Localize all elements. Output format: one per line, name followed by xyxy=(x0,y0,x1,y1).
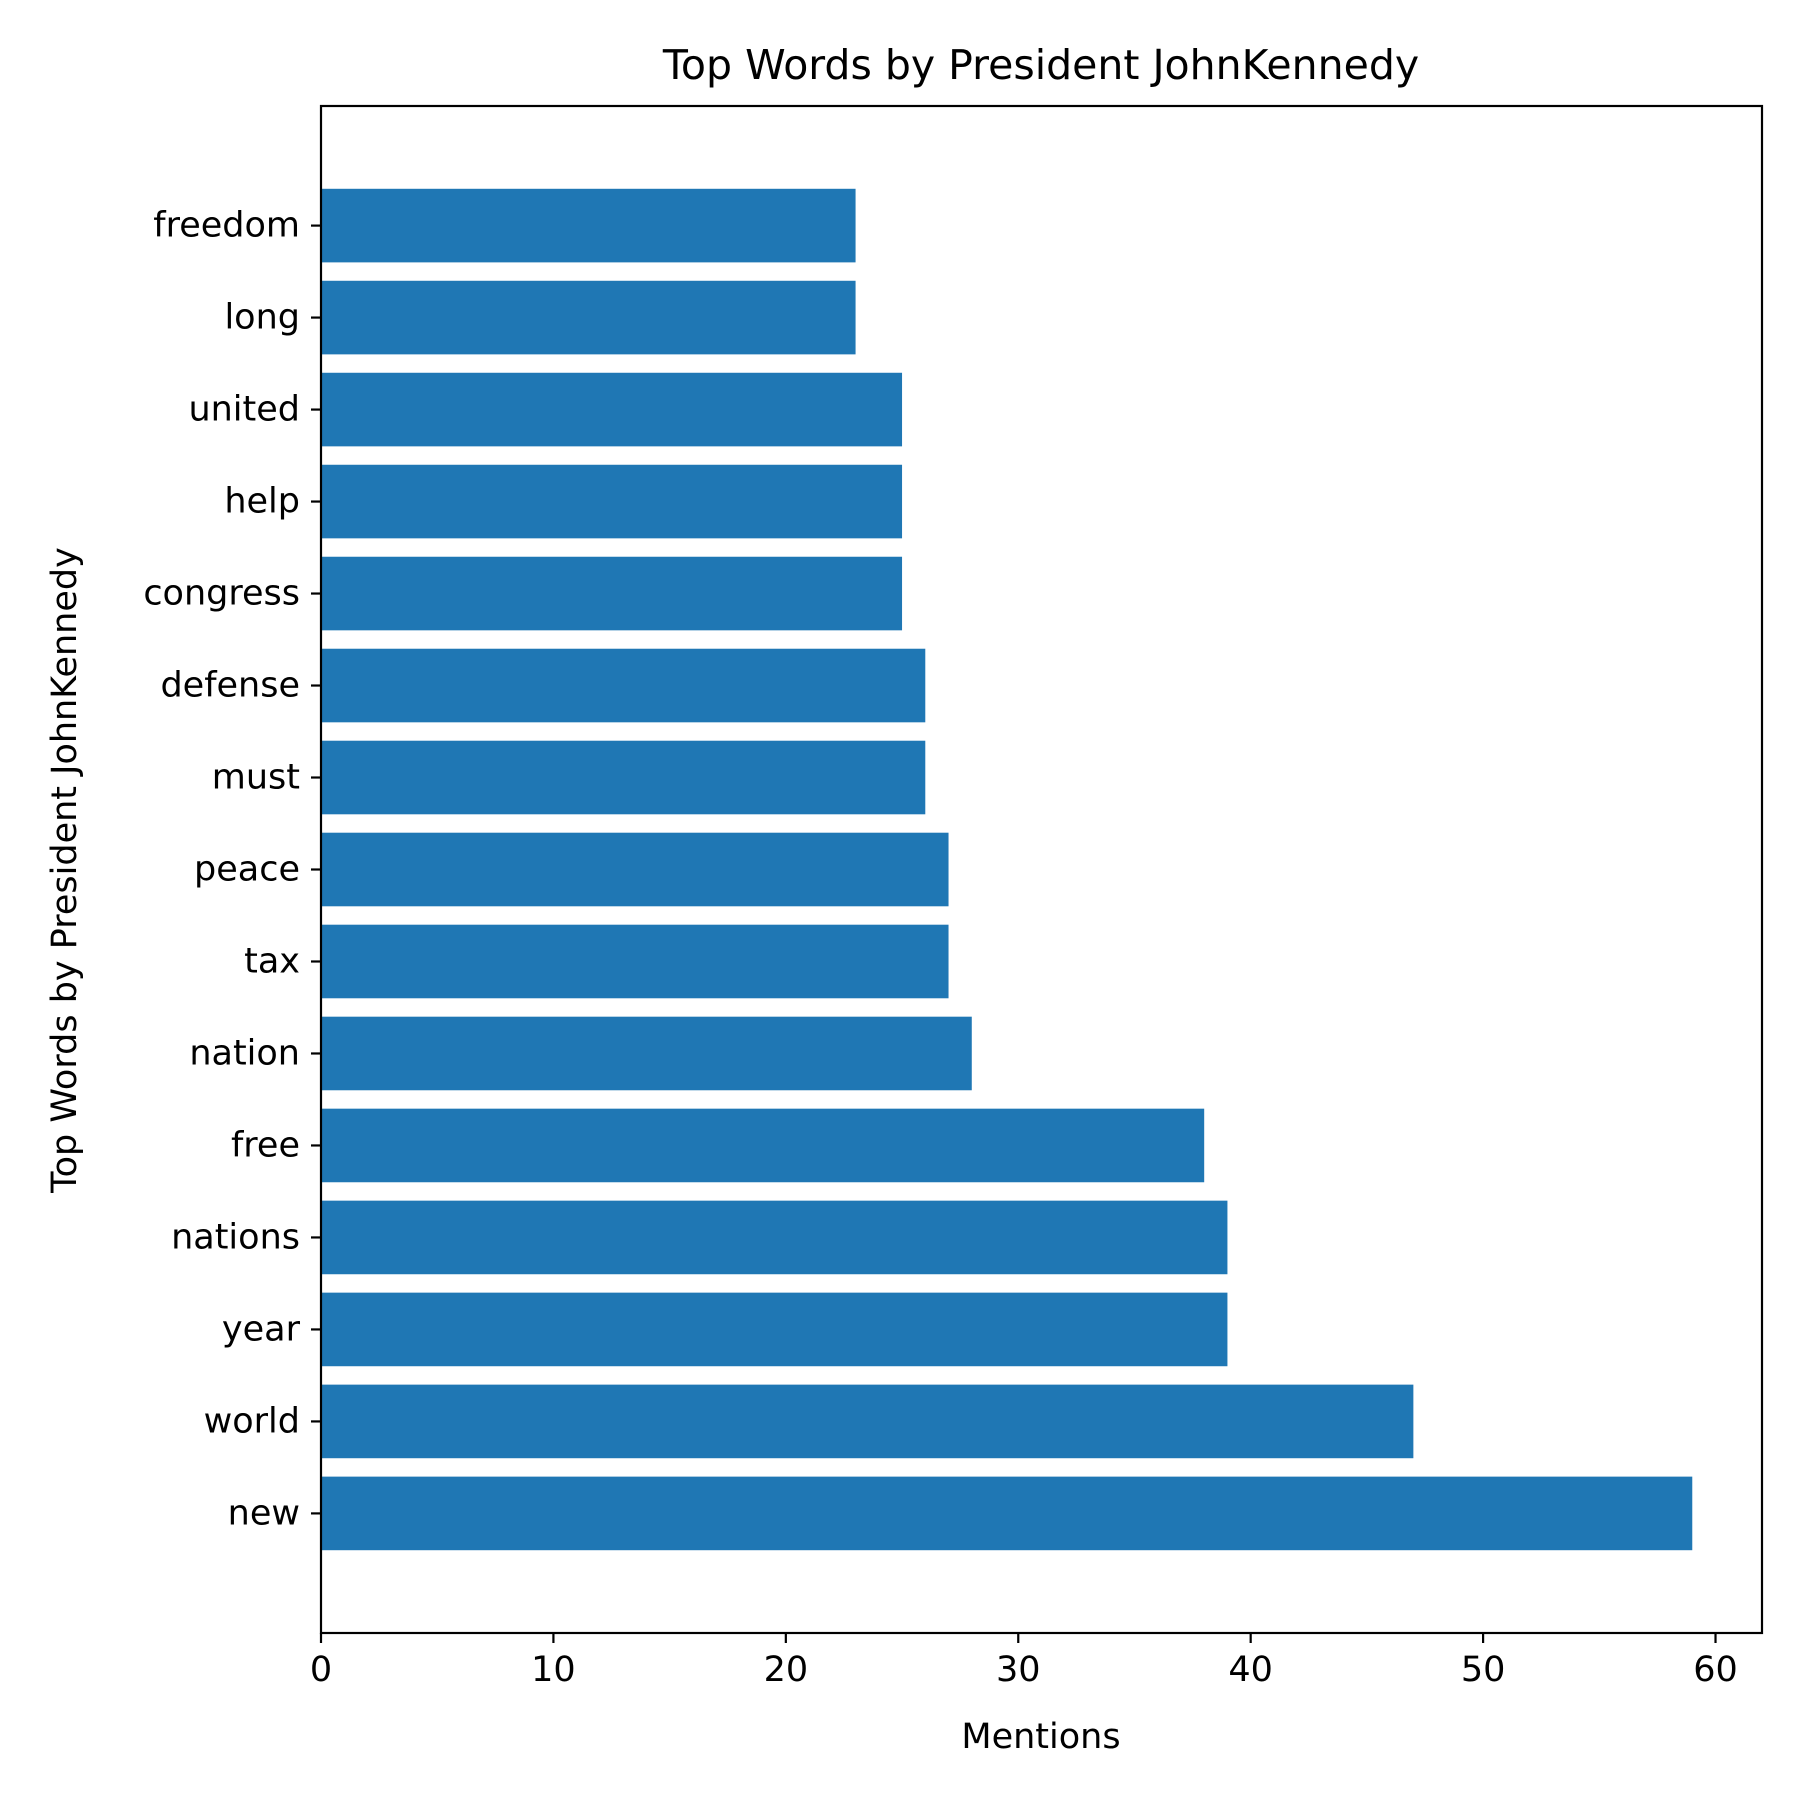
y-tick-label: long xyxy=(224,298,300,338)
y-tick-label: defense xyxy=(160,666,300,706)
bar-tax xyxy=(321,924,949,999)
x-axis-ticks: 0 10 20 30 40 50 60 xyxy=(310,1633,1738,1690)
x-tick-label: 10 xyxy=(531,1650,576,1690)
bar-congress xyxy=(321,556,903,631)
y-axis-ticks: new world year nations free nation tax peace mus… xyxy=(143,206,321,1533)
y-tick-label: world xyxy=(204,1401,300,1441)
bar-defense xyxy=(321,648,926,723)
x-tick-label: 30 xyxy=(996,1650,1041,1690)
x-tick-label: 60 xyxy=(1693,1650,1738,1690)
y-tick-label: new xyxy=(228,1493,300,1533)
y-tick-label: must xyxy=(212,758,300,798)
bar-freedom xyxy=(321,188,856,263)
bar-peace xyxy=(321,832,949,907)
y-tick-label: tax xyxy=(244,941,300,981)
y-tick-label: congress xyxy=(143,574,300,614)
y-tick-label: year xyxy=(222,1309,301,1349)
y-axis-label: Top Words by President JohnKennedy xyxy=(45,547,85,1194)
bar-help xyxy=(321,464,903,539)
y-tick-label: help xyxy=(224,482,300,522)
y-tick-label: peace xyxy=(194,850,300,890)
x-tick-label: 20 xyxy=(764,1650,809,1690)
y-tick-label: united xyxy=(188,390,300,430)
y-tick-label: nation xyxy=(189,1033,300,1073)
x-tick-label: 50 xyxy=(1461,1650,1506,1690)
bars-group xyxy=(321,188,1693,1551)
bar-year xyxy=(321,1292,1228,1367)
bar-free xyxy=(321,1108,1205,1183)
y-tick-label: freedom xyxy=(153,206,300,246)
chart-title: Top Words by President JohnKennedy xyxy=(662,41,1419,89)
bar-nations xyxy=(321,1200,1228,1275)
bar-new xyxy=(321,1476,1693,1551)
bar-united xyxy=(321,372,903,447)
x-tick-label: 40 xyxy=(1228,1650,1273,1690)
bar-nation xyxy=(321,1016,972,1091)
x-axis-label: Mentions xyxy=(961,1717,1120,1757)
bar-must xyxy=(321,740,926,815)
y-tick-label: free xyxy=(231,1125,300,1165)
plot-frame xyxy=(319,104,1764,1635)
bar-long xyxy=(321,280,856,355)
bar-world xyxy=(321,1384,1414,1459)
y-tick-label: nations xyxy=(171,1217,300,1257)
x-tick-label: 0 xyxy=(310,1650,332,1690)
